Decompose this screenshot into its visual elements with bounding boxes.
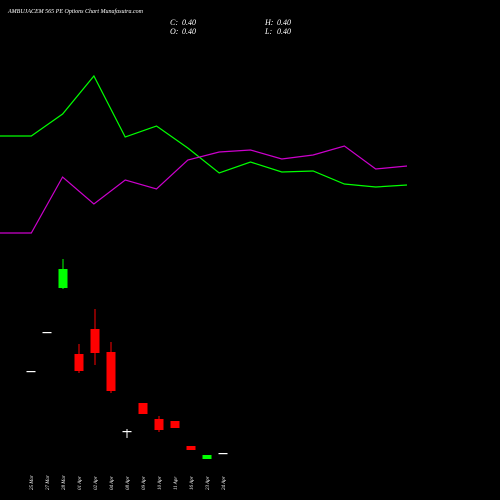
indicator-line (0, 145, 408, 234)
summary-label: C: (170, 18, 178, 27)
candle-body (170, 421, 180, 428)
x-tick-label: 04 Apr (110, 476, 115, 490)
candle-body (58, 269, 68, 288)
x-tick-label: 25 Mar (30, 475, 35, 490)
summary-label: H: (264, 18, 274, 27)
candle-body (186, 446, 196, 450)
x-tick-label: 28 Mar (62, 475, 67, 490)
summary-label: O: (170, 27, 179, 36)
candle-body (154, 419, 164, 430)
candle-body (138, 403, 148, 414)
x-tick-label: 23 Apr (206, 476, 211, 490)
x-tick-label: 27 Mar (46, 475, 51, 490)
chart-title: AMBUJACEM 565 PE Options Chart Munafasut… (7, 8, 144, 15)
candle-body (26, 371, 36, 373)
x-tick-label: 10 Apr (158, 476, 163, 490)
x-tick-label: 11 Apr (174, 477, 179, 490)
summary-label: L: (264, 27, 272, 36)
summary-value: 0.40 (182, 18, 196, 27)
candle-body (74, 354, 84, 371)
indicator-line (0, 74, 408, 188)
x-tick-label: 01 Apr (78, 476, 83, 490)
candle-body (122, 431, 132, 433)
x-tick-label: 24 Apr (222, 476, 227, 490)
candle-body (218, 453, 228, 455)
summary-value: 0.40 (277, 27, 291, 36)
summary-value: 0.40 (277, 18, 291, 27)
x-tick-label: 16 Apr (190, 476, 195, 490)
summary-value: 0.40 (182, 27, 196, 36)
x-tick-label: 08 Apr (126, 476, 131, 490)
candle-body (106, 352, 116, 391)
candle-body (90, 329, 100, 353)
x-tick-label: 09 Apr (142, 476, 147, 490)
x-tick-label: 02 Apr (94, 476, 99, 490)
candle-body (202, 455, 212, 459)
candle-body (42, 332, 52, 334)
